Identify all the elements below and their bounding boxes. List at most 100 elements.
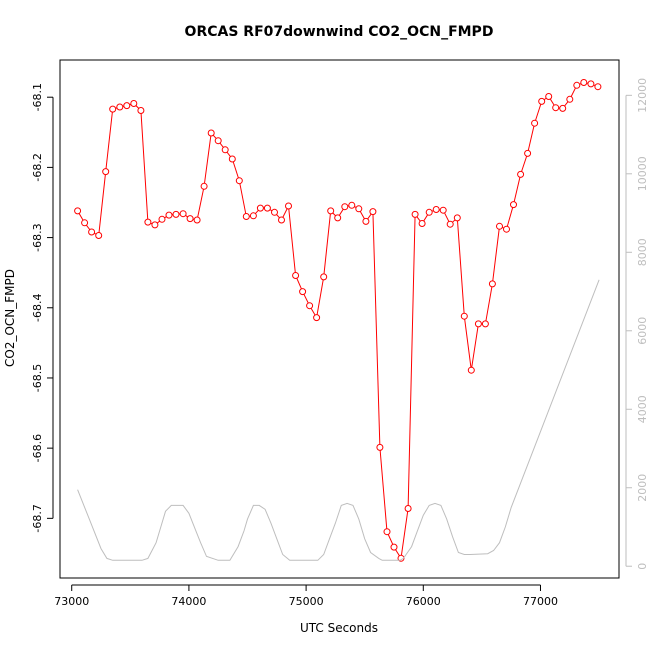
data-point (369, 208, 377, 216)
data-point (263, 204, 271, 212)
data-point (278, 216, 285, 224)
data-point (74, 207, 82, 215)
data-point (200, 182, 208, 190)
data-point (453, 214, 461, 222)
data-point (341, 203, 349, 211)
data-point (313, 314, 321, 322)
data-point (517, 170, 525, 178)
data-point (306, 302, 314, 310)
data-point (573, 81, 581, 89)
data-point (404, 505, 412, 512)
y2-tick-label: 4000 (636, 395, 649, 423)
data-point (137, 107, 145, 114)
data-point (299, 288, 307, 296)
data-point (376, 443, 384, 451)
data-point (320, 273, 328, 281)
y-tick-label: -68.3 (31, 223, 44, 251)
data-point (151, 221, 159, 229)
plot-frame (59, 59, 620, 579)
data-point (123, 102, 131, 110)
data-point (467, 366, 475, 374)
x-tick-label: 73000 (54, 595, 89, 608)
x-tick-label: 77000 (523, 595, 558, 608)
y-tick-label: -68.4 (31, 294, 44, 322)
data-point (580, 79, 588, 86)
secondary-series-line (77, 279, 600, 561)
y-tick-label: -68.2 (31, 153, 44, 181)
data-point (327, 207, 335, 215)
data-point (88, 228, 96, 236)
data-point (95, 232, 103, 239)
data-point (538, 97, 546, 105)
data-point (81, 219, 89, 227)
x-axis-label: UTC Seconds (300, 621, 378, 635)
data-point (271, 208, 278, 216)
y2-tick-label: 6000 (636, 317, 649, 345)
data-point (503, 225, 510, 233)
y2-tick-label: 8000 (636, 238, 649, 266)
y-axis-left: -68.1 -68.2 -68.3 -68.4 -68.5 -68.6 -68.7 (31, 83, 54, 533)
x-tick-label: 75000 (289, 595, 324, 608)
x-axis: 73000 74000 75000 76000 77000 (54, 584, 558, 608)
data-point (566, 95, 574, 103)
data-point (418, 220, 426, 227)
data-point (496, 222, 503, 230)
data-point (355, 205, 363, 213)
data-point (587, 80, 595, 88)
y2-tick-label: 2000 (636, 474, 649, 502)
y-tick-label: -68.6 (31, 434, 44, 462)
data-point (446, 220, 454, 228)
data-point (383, 528, 391, 536)
data-point (411, 210, 419, 218)
data-point (425, 208, 433, 216)
data-point (362, 217, 370, 225)
y-tick-label: -68.7 (31, 504, 44, 532)
y2-tick-label: 10000 (636, 156, 649, 191)
data-point (172, 210, 180, 218)
data-point (390, 543, 398, 551)
data-point (144, 218, 152, 226)
y-tick-label: -68.5 (31, 364, 44, 392)
data-point (221, 146, 229, 154)
data-point (130, 100, 138, 107)
y-axis-label: CO2_OCN_FMPD (3, 269, 17, 367)
data-point (510, 201, 517, 209)
y2-tick-label: 0 (636, 563, 649, 570)
data-point (285, 202, 292, 210)
data-point (102, 168, 110, 176)
data-point (214, 137, 222, 145)
y-tick-label: -68.1 (31, 83, 44, 111)
data-point (474, 320, 482, 328)
y-axis-right: 0 2000 4000 6000 8000 10000 12000 (625, 78, 649, 570)
data-point (249, 212, 257, 220)
data-point (545, 93, 553, 100)
data-point (256, 204, 264, 212)
chart-title: ORCAS RF07downwind CO2_OCN_FMPD (185, 24, 494, 40)
data-point (228, 155, 236, 163)
data-point (235, 177, 243, 185)
y2-tick-label: 12000 (636, 78, 649, 113)
data-point (158, 215, 166, 223)
data-point (207, 129, 215, 137)
x-tick-label: 74000 (171, 595, 206, 608)
data-point (439, 206, 447, 214)
data-point (193, 216, 201, 224)
data-point (552, 104, 560, 112)
data-point (116, 103, 124, 111)
data-point (292, 272, 300, 279)
data-point (488, 280, 496, 288)
data-point (109, 105, 117, 113)
data-point (432, 206, 440, 213)
data-point (179, 210, 187, 218)
data-point (594, 83, 602, 91)
data-point (165, 211, 173, 219)
x-tick-label: 76000 (406, 595, 441, 608)
series-layer (74, 79, 602, 562)
data-point (348, 201, 356, 209)
data-point (186, 215, 194, 223)
data-point (460, 312, 468, 320)
data-point (524, 149, 532, 157)
data-point (242, 213, 250, 220)
